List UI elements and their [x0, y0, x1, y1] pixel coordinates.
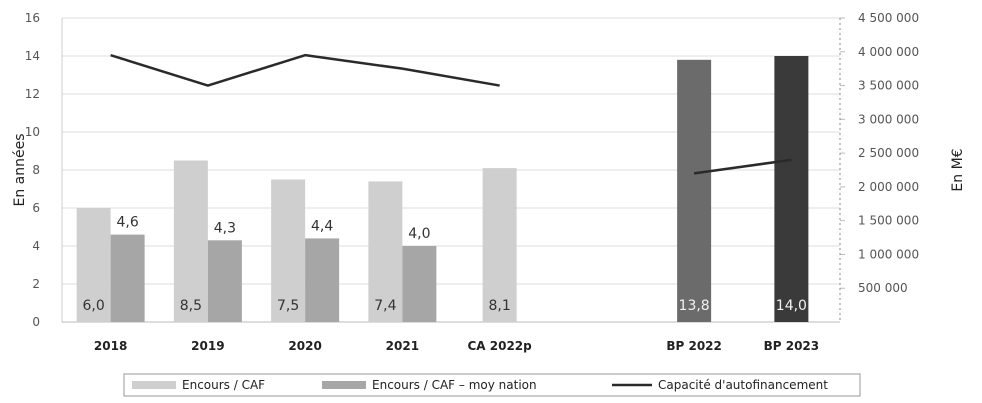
- bar-data-label: 4,6: [116, 215, 138, 231]
- bar-data-label: 7,5: [277, 298, 299, 314]
- y-left-tick-label: 10: [25, 125, 40, 139]
- bar-encours-caf: [368, 181, 403, 322]
- x-category-label: 2020: [288, 339, 321, 353]
- y-left-tick-label: 14: [25, 49, 40, 63]
- line-capacite-autofinancement: [693, 158, 792, 175]
- y-right-tick-label: 1 000 000: [858, 247, 919, 261]
- y-right-tick-label: 2 000 000: [858, 180, 919, 194]
- bar-bp: [774, 56, 809, 322]
- bar-data-label: 8,5: [180, 298, 202, 314]
- bar-data-label: 7,4: [374, 298, 396, 314]
- bar-encours-caf-moy-nation: [305, 238, 340, 322]
- legend-swatch-moy-nation: [322, 381, 366, 389]
- bar-encours-caf: [173, 160, 208, 322]
- legend-box: [123, 373, 861, 397]
- bar-encours-caf: [271, 179, 306, 322]
- bar-data-label: 4,3: [214, 220, 236, 236]
- bar-data-label: 13,8: [679, 298, 710, 314]
- bar-encours-caf-moy-nation: [207, 240, 242, 322]
- bar-encours-caf: [482, 168, 517, 322]
- y-right-tick-label: 2 500 000: [858, 146, 919, 160]
- bar-data-label: 4,0: [408, 226, 430, 242]
- line-capacite-autofinancement: [110, 53, 500, 87]
- legend-label-moy-nation: Encours / CAF – moy nation: [372, 378, 537, 392]
- bar-bp: [677, 59, 712, 323]
- y-left-tick-label: 12: [25, 87, 40, 101]
- y-right-tick-label: 500 000: [858, 281, 908, 295]
- y-right-tick-label: 4 000 000: [858, 45, 919, 59]
- x-category-label: 2019: [191, 339, 224, 353]
- x-category-label: BP 2023: [764, 339, 820, 353]
- y-left-axis-title: En années: [12, 133, 28, 206]
- bar-data-label: 4,4: [311, 218, 333, 234]
- x-category-label: BP 2022: [666, 339, 722, 353]
- y-left-tick-label: 0: [32, 315, 40, 329]
- y-right-tick-label: 3 000 000: [858, 112, 919, 126]
- legend-label-encours-caf: Encours / CAF: [182, 378, 265, 392]
- bar-encours-caf: [76, 208, 111, 322]
- bar-data-label: 8,1: [488, 298, 510, 314]
- legend-label-caf-line: Capacité d'autofinancement: [658, 378, 828, 392]
- x-category-label: 2021: [386, 339, 419, 353]
- bar-data-label: 14,0: [776, 298, 807, 314]
- y-right-tick-label: 4 500 000: [858, 11, 919, 25]
- y-left-tick-label: 16: [25, 11, 40, 25]
- y-right-tick-label: 1 500 000: [858, 214, 919, 228]
- y-right-tick-label: 3 500 000: [858, 79, 919, 93]
- legend-swatch-encours-caf: [132, 381, 176, 389]
- y-left-tick-label: 8: [32, 163, 40, 177]
- y-left-tick-label: 2: [32, 277, 40, 291]
- x-category-label: CA 2022p: [467, 339, 532, 353]
- x-category-label: 2018: [94, 339, 127, 353]
- y-left-tick-label: 6: [32, 201, 40, 215]
- bar-data-label: 6,0: [82, 298, 104, 314]
- y-left-tick-label: 4: [32, 239, 40, 253]
- bar-encours-caf-moy-nation: [402, 246, 437, 322]
- bar-encours-caf-moy-nation: [110, 234, 145, 322]
- y-right-axis-title: En M€: [950, 148, 966, 191]
